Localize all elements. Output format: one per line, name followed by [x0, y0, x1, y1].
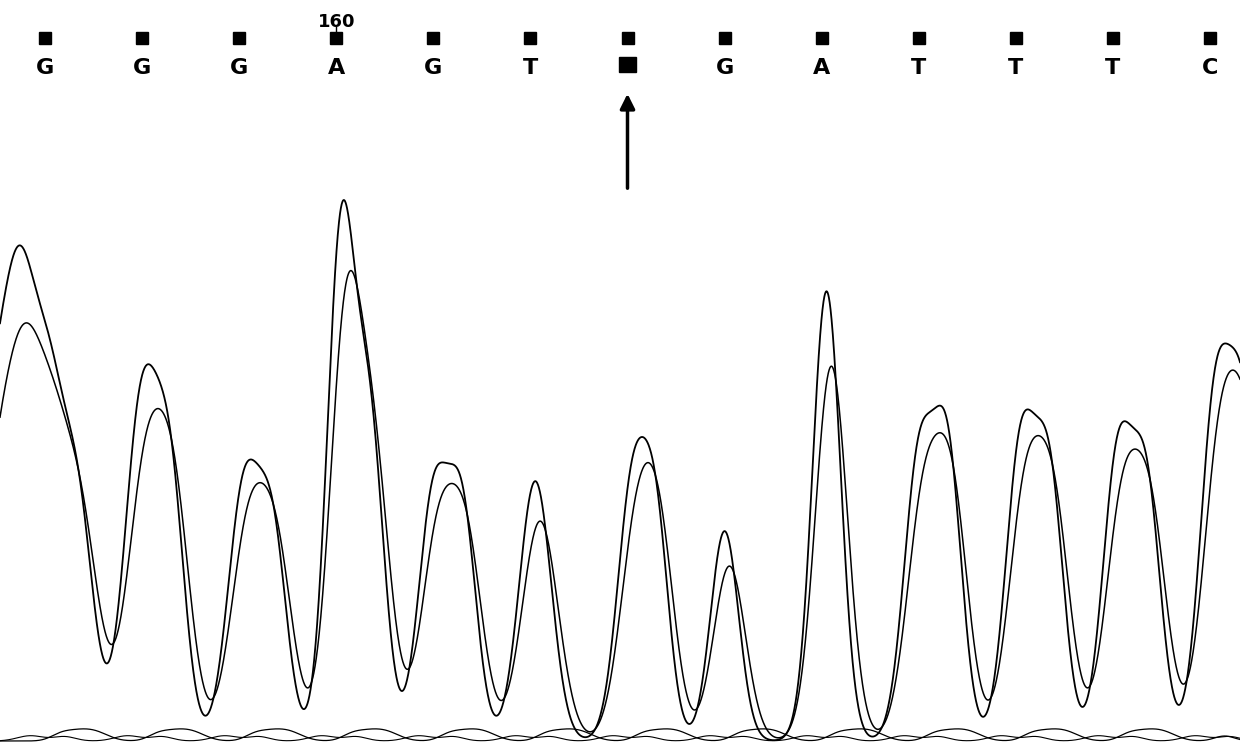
- Text: G: G: [36, 58, 55, 78]
- Bar: [816, 32, 827, 44]
- Bar: [38, 32, 51, 44]
- Bar: [525, 32, 537, 44]
- Bar: [136, 32, 148, 44]
- Text: G: G: [231, 58, 248, 78]
- Text: A: A: [327, 58, 345, 78]
- Bar: [619, 57, 636, 73]
- Bar: [233, 32, 246, 44]
- Bar: [913, 32, 925, 44]
- Bar: [330, 32, 342, 44]
- Text: 160: 160: [317, 13, 355, 31]
- Bar: [428, 32, 439, 44]
- Bar: [719, 32, 730, 44]
- Bar: [1107, 32, 1118, 44]
- Text: C: C: [1202, 58, 1218, 78]
- Text: T: T: [1105, 58, 1121, 78]
- Text: G: G: [424, 58, 443, 78]
- Text: G: G: [715, 58, 734, 78]
- Text: G: G: [133, 58, 151, 78]
- Bar: [621, 32, 634, 44]
- Bar: [1009, 32, 1022, 44]
- Text: A: A: [813, 58, 831, 78]
- Bar: [1204, 32, 1216, 44]
- Text: T: T: [1008, 58, 1023, 78]
- Text: T: T: [911, 58, 926, 78]
- Text: T: T: [523, 58, 538, 78]
